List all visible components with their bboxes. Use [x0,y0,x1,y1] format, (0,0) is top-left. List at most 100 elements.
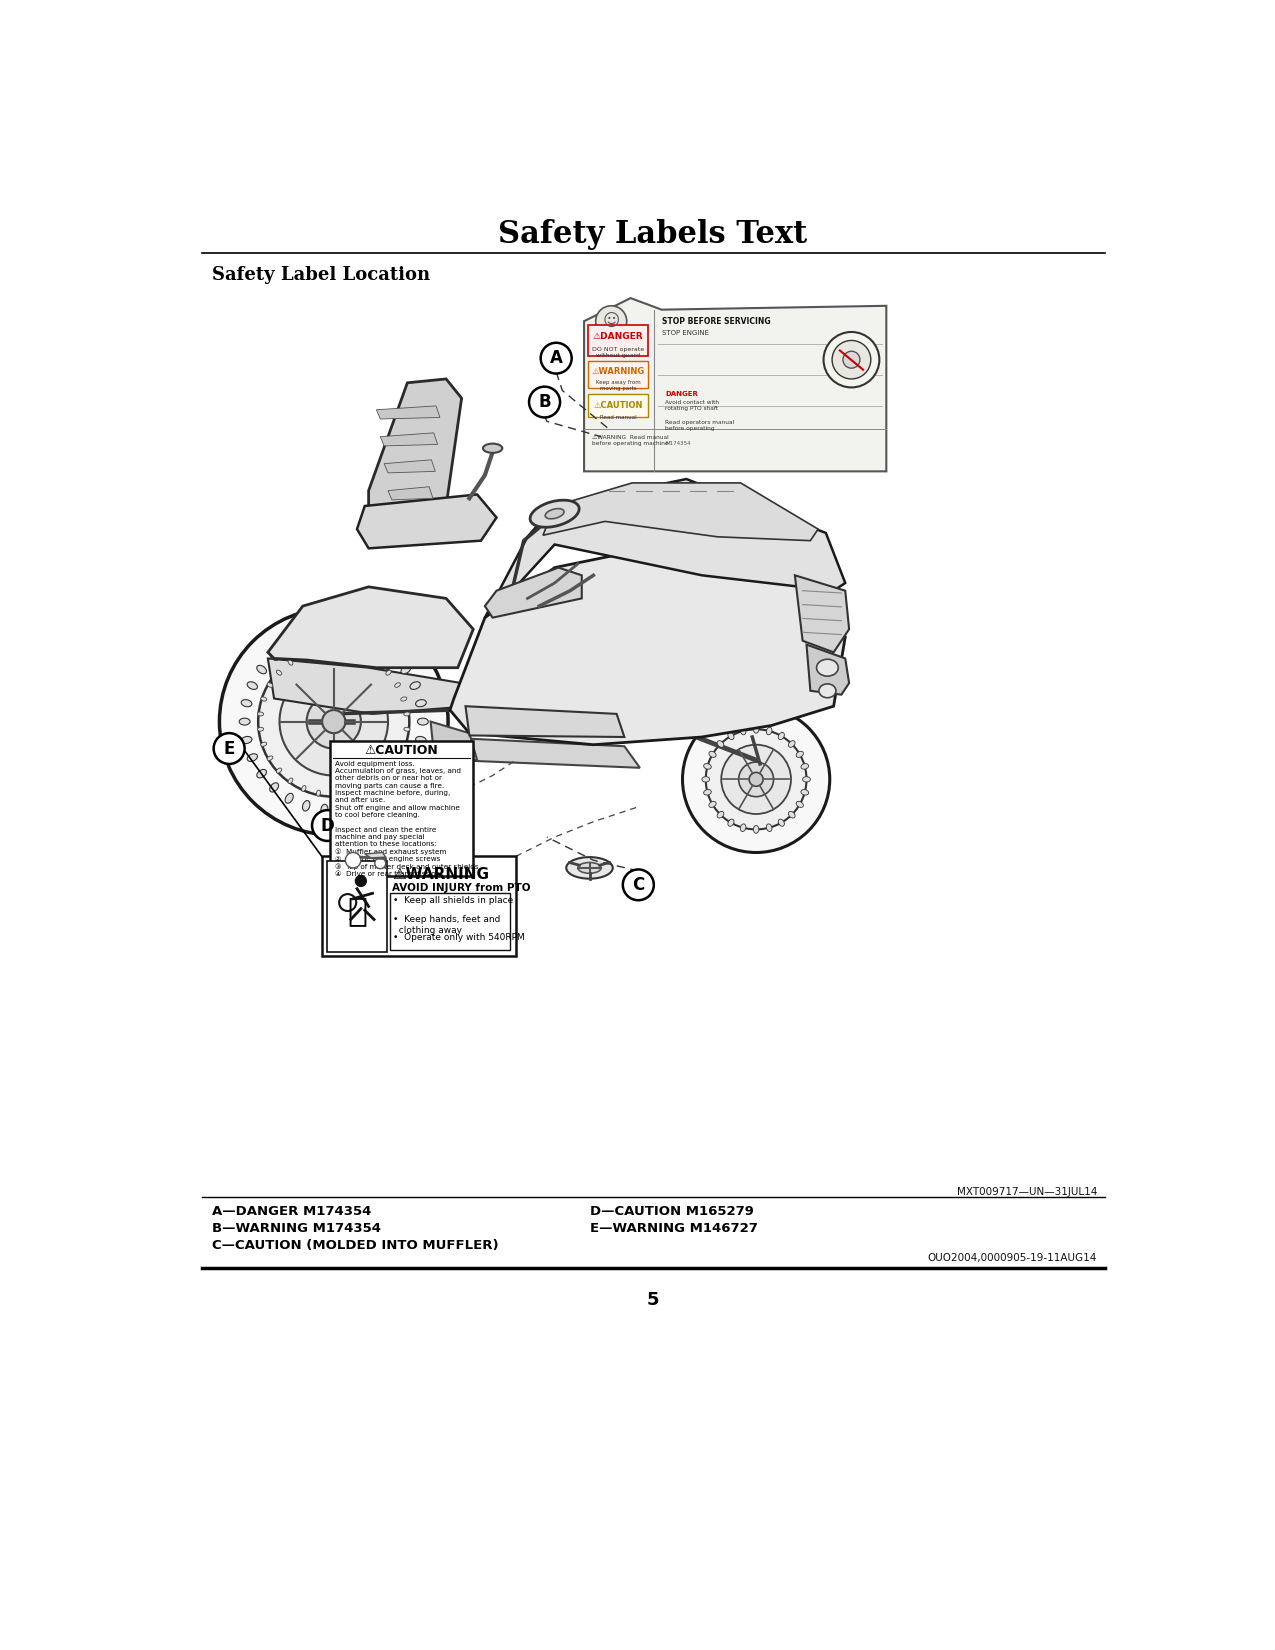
Ellipse shape [247,681,258,690]
Ellipse shape [717,812,724,818]
Text: Accumulation of grass, leaves, and: Accumulation of grass, leaves, and [334,769,460,774]
Ellipse shape [316,647,320,653]
Text: ③  Top of mower deck and outer shields: ③ Top of mower deck and outer shields [334,863,478,870]
Text: E—WARNING M146727: E—WARNING M146727 [589,1223,757,1236]
Text: C: C [632,876,644,894]
Ellipse shape [682,706,830,853]
Ellipse shape [766,728,771,734]
Text: Inspect and clean the entire: Inspect and clean the entire [334,827,436,833]
Text: other debris on or near hot or: other debris on or near hot or [334,776,441,782]
Ellipse shape [279,668,388,775]
Ellipse shape [375,858,385,868]
Text: STOP ENGINE: STOP ENGINE [662,330,709,337]
Ellipse shape [754,726,759,733]
Ellipse shape [416,700,426,706]
Polygon shape [543,483,819,541]
Ellipse shape [843,351,859,368]
Ellipse shape [268,756,273,761]
Ellipse shape [247,754,258,761]
Text: Read manual: Read manual [599,416,636,421]
Polygon shape [450,541,845,744]
Ellipse shape [578,863,601,873]
Ellipse shape [356,876,366,886]
Ellipse shape [395,756,400,761]
Text: machine and pay special: machine and pay special [334,833,425,840]
Ellipse shape [728,818,734,827]
Polygon shape [368,380,462,513]
Ellipse shape [260,742,266,746]
Text: •  Operate only with 540RPM: • Operate only with 540RPM [394,934,525,942]
Text: to cool before cleaning.: to cool before cleaning. [334,812,419,818]
Text: ④  Drive or rear transmission: ④ Drive or rear transmission [334,871,440,876]
Ellipse shape [801,764,808,769]
Ellipse shape [339,804,347,815]
Ellipse shape [389,652,398,660]
Ellipse shape [709,751,717,757]
Ellipse shape [302,632,310,642]
Ellipse shape [704,764,711,769]
Ellipse shape [709,802,717,807]
Text: Read operators manual
before operating: Read operators manual before operating [666,419,734,431]
Text: attention to these locations:: attention to these locations: [334,842,436,848]
Ellipse shape [321,804,328,815]
Text: C—CAUTION (MOLDED INTO MUFFLER): C—CAUTION (MOLDED INTO MUFFLER) [212,1239,499,1252]
Ellipse shape [400,742,407,746]
Ellipse shape [389,782,398,792]
Ellipse shape [816,660,838,676]
Text: Inspect machine before, during,: Inspect machine before, during, [334,790,450,797]
Ellipse shape [286,640,293,650]
Circle shape [214,733,245,764]
Text: Shut off engine and allow machine: Shut off engine and allow machine [334,805,459,810]
Ellipse shape [404,713,411,716]
Ellipse shape [530,500,579,528]
Ellipse shape [375,660,380,665]
Ellipse shape [240,718,250,724]
Ellipse shape [701,777,710,782]
Polygon shape [484,568,581,617]
Polygon shape [484,478,845,617]
Ellipse shape [395,683,400,688]
Ellipse shape [277,670,282,675]
Polygon shape [584,299,886,472]
Text: 5: 5 [646,1292,659,1310]
Ellipse shape [332,792,335,799]
Ellipse shape [339,894,356,911]
Ellipse shape [402,769,411,777]
Ellipse shape [288,660,293,665]
Polygon shape [384,460,435,474]
Ellipse shape [323,710,346,733]
Text: and after use.: and after use. [334,797,385,804]
Text: A: A [550,350,562,368]
Ellipse shape [483,444,502,452]
Text: ☺: ☺ [603,312,620,330]
Ellipse shape [286,794,293,804]
Ellipse shape [754,825,759,833]
Polygon shape [431,721,477,761]
Bar [330,741,473,876]
Ellipse shape [339,629,347,639]
Ellipse shape [347,790,351,797]
Ellipse shape [717,741,724,747]
Polygon shape [388,487,434,500]
Ellipse shape [706,729,807,830]
Ellipse shape [400,696,407,701]
Ellipse shape [766,823,771,832]
Text: A—DANGER M174354: A—DANGER M174354 [212,1204,371,1218]
Ellipse shape [306,695,361,749]
Text: •  Keep hands, feet and
  clothing away: • Keep hands, feet and clothing away [394,914,501,936]
Polygon shape [435,738,640,767]
Ellipse shape [411,681,421,690]
Text: ⚠CAUTION: ⚠CAUTION [365,744,439,757]
Circle shape [622,870,654,901]
Ellipse shape [386,670,391,675]
Ellipse shape [302,800,310,812]
Ellipse shape [288,779,293,784]
Ellipse shape [411,754,421,761]
Ellipse shape [302,785,306,792]
Ellipse shape [803,777,811,782]
Ellipse shape [417,718,428,724]
Ellipse shape [801,789,808,795]
Text: D—CAUTION M165279: D—CAUTION M165279 [589,1204,754,1218]
Circle shape [529,386,560,417]
Polygon shape [376,406,440,419]
